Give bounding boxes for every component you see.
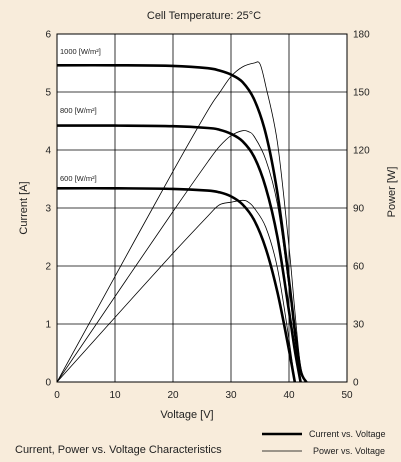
y-right-tick-label: 90 xyxy=(353,204,365,215)
x-axis-label: Voltage [V] xyxy=(160,409,213,421)
y-axis-label-left: Current [A] xyxy=(18,181,30,234)
y-left-tick-label: 1 xyxy=(45,320,51,331)
y-axis-label-right: Power [W] xyxy=(386,167,398,218)
y-left-tick-label: 2 xyxy=(45,262,51,273)
x-tick-label: 20 xyxy=(167,390,179,401)
x-tick-label: 50 xyxy=(341,390,353,401)
series-power-5 xyxy=(56,199,296,383)
x-tick-label: 30 xyxy=(225,390,237,401)
x-tick-label: 0 xyxy=(54,390,60,401)
y-left-tick-label: 6 xyxy=(45,30,51,41)
y-right-tick-label: 120 xyxy=(353,146,370,157)
y-right-tick-label: 60 xyxy=(353,262,365,273)
legend: Current vs. Voltage Power vs. Voltage xyxy=(262,429,386,456)
y-left-tick-label: 4 xyxy=(45,146,51,157)
grid-lines xyxy=(57,34,347,382)
series-power-1 xyxy=(56,61,307,383)
series-group xyxy=(56,61,308,383)
series-current-2 xyxy=(56,124,302,383)
chart-caption: Current, Power vs. Voltage Characteristi… xyxy=(15,444,222,456)
legend-current-label: Current vs. Voltage xyxy=(309,429,386,439)
chart-title: Cell Temperature: 25°C xyxy=(147,10,261,22)
annotation-800: 800 [W/m²] xyxy=(60,106,97,115)
annotation-1000: 1000 [W/m²] xyxy=(60,47,101,56)
y-right-tick-label: 150 xyxy=(353,88,370,99)
y-right-tick-label: 180 xyxy=(353,30,370,41)
annotation-600: 600 [W/m²] xyxy=(60,174,97,183)
y-left-tick-label: 5 xyxy=(45,88,51,99)
series-power-3 xyxy=(56,130,301,383)
series-current-0 xyxy=(56,63,308,383)
series-current-4 xyxy=(56,186,297,383)
y-left-tick-label: 3 xyxy=(45,204,51,215)
x-tick-label: 10 xyxy=(109,390,121,401)
x-tick-label: 40 xyxy=(283,390,295,401)
y-right-tick-label: 30 xyxy=(353,320,365,331)
plot-frame xyxy=(56,33,348,383)
y-right-tick-label: 0 xyxy=(353,378,359,389)
y-left-tick-label: 0 xyxy=(45,378,51,389)
legend-power-label: Power vs. Voltage xyxy=(313,446,385,456)
